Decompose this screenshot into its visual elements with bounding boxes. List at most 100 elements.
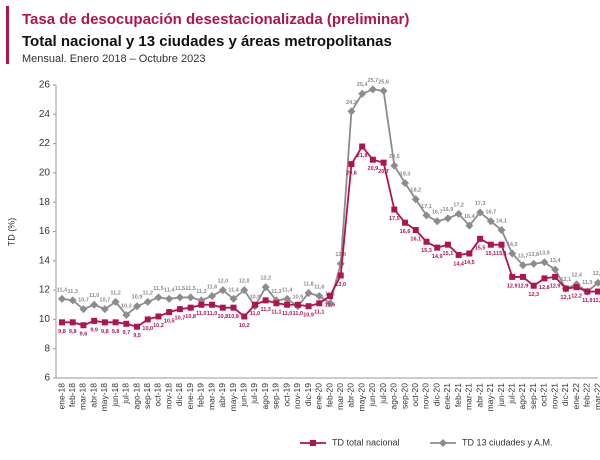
x-tick-label: nov-19 xyxy=(292,383,302,409)
x-tick-label: feb-22 xyxy=(582,383,592,407)
x-tick-label: mar-19 xyxy=(206,383,216,410)
x-tick-label: ene-18 xyxy=(56,383,66,410)
data-label: 17,2 xyxy=(453,202,464,208)
data-label: 11,2 xyxy=(110,290,120,296)
point xyxy=(380,159,387,166)
data-label: 11,0 xyxy=(207,311,217,317)
point xyxy=(165,294,174,303)
x-tick-label: sep-21 xyxy=(528,383,538,409)
data-label: 20,9 xyxy=(368,166,379,172)
data-label: 9,7 xyxy=(122,330,130,336)
data-label: 9,6 xyxy=(80,332,88,338)
point xyxy=(391,206,398,213)
point xyxy=(154,293,163,302)
data-label: 24,2 xyxy=(346,100,357,106)
point xyxy=(68,296,77,305)
data-label: 12,3 xyxy=(528,292,539,298)
point xyxy=(551,265,560,274)
point xyxy=(402,219,409,226)
point xyxy=(477,235,484,242)
x-tick-label: oct-19 xyxy=(281,383,291,407)
data-label: 10,9 xyxy=(250,295,261,301)
point xyxy=(283,294,292,303)
data-label: 14,9 xyxy=(432,254,443,260)
data-label: 21,8 xyxy=(357,153,368,159)
x-tick-label: may-20 xyxy=(356,383,366,412)
data-label: 10,8 xyxy=(185,314,196,320)
point xyxy=(315,291,324,300)
point xyxy=(198,301,205,308)
point xyxy=(498,241,505,248)
x-tick-label: may-21 xyxy=(485,383,495,412)
point xyxy=(454,209,463,218)
y-tick-label: 16 xyxy=(39,226,51,237)
x-tick-label: oct-18 xyxy=(153,383,163,407)
point xyxy=(401,179,410,188)
chart-subtitle: Total nacional y 13 ciudades y áreas met… xyxy=(22,33,392,50)
data-label: 11,1 xyxy=(314,310,324,316)
point xyxy=(251,301,258,308)
x-tick-label: ago-19 xyxy=(260,383,270,410)
data-label: 16,1 xyxy=(410,236,421,242)
x-tick-label: abr-19 xyxy=(217,383,227,408)
point xyxy=(261,283,270,292)
point xyxy=(208,291,217,300)
x-tick-label: dic-18 xyxy=(174,383,184,406)
legend-marker xyxy=(439,439,447,447)
point xyxy=(134,323,141,330)
point xyxy=(368,85,377,94)
point xyxy=(144,316,151,323)
data-label: 12,9 xyxy=(550,283,561,289)
x-tick-label: feb-21 xyxy=(453,383,463,407)
point xyxy=(90,300,99,309)
x-tick-label: ene-19 xyxy=(185,383,195,410)
legend-marker xyxy=(310,440,316,446)
x-tick-label: jul-21 xyxy=(506,383,516,405)
data-label: 10,8 xyxy=(228,314,239,320)
data-label: 11,0 xyxy=(196,311,206,317)
point xyxy=(433,217,442,226)
x-tick-label: jun-20 xyxy=(367,383,377,408)
y-tick-label: 6 xyxy=(44,373,50,384)
data-label: 13,8 xyxy=(335,252,346,258)
x-tick-label: dic-21 xyxy=(560,383,570,406)
x-tick-label: sep-18 xyxy=(142,383,152,409)
point xyxy=(111,297,120,306)
point xyxy=(209,301,216,308)
data-label: 10,9 xyxy=(132,295,143,301)
data-label: 11,8 xyxy=(303,281,313,287)
series-line xyxy=(61,88,599,317)
data-label: 9,8 xyxy=(101,329,109,335)
point xyxy=(143,297,152,306)
point xyxy=(552,273,559,280)
x-tick-label: jul-18 xyxy=(121,383,131,405)
point xyxy=(369,156,376,163)
point xyxy=(530,282,537,289)
y-tick-label: 10 xyxy=(39,314,51,325)
data-label: 16,1 xyxy=(496,218,507,224)
point xyxy=(486,217,495,226)
point xyxy=(476,208,485,217)
data-label: 9,5 xyxy=(133,333,141,339)
data-label: 11,0 xyxy=(282,311,292,317)
point xyxy=(529,259,538,268)
data-label: 15,1 xyxy=(485,251,496,257)
legend-label: TD total nacional xyxy=(332,437,400,447)
data-label: 13,9 xyxy=(539,251,550,257)
x-tick-label: may-18 xyxy=(99,383,109,412)
x-tick-label: ene-21 xyxy=(442,383,452,410)
data-label: 13,4 xyxy=(550,258,562,264)
x-tick-label: jul-19 xyxy=(249,383,259,405)
data-label: 16,7 xyxy=(432,210,443,216)
point xyxy=(348,161,355,168)
x-tick-label: nov-20 xyxy=(421,383,431,409)
y-tick-label: 8 xyxy=(44,343,50,354)
data-label: 11,1 xyxy=(271,310,281,316)
point xyxy=(508,249,517,258)
data-label: 11,6 xyxy=(207,284,217,290)
point xyxy=(187,304,194,311)
data-label: 11,9 xyxy=(582,298,592,304)
data-label: 14,5 xyxy=(464,260,475,266)
point xyxy=(358,89,367,98)
